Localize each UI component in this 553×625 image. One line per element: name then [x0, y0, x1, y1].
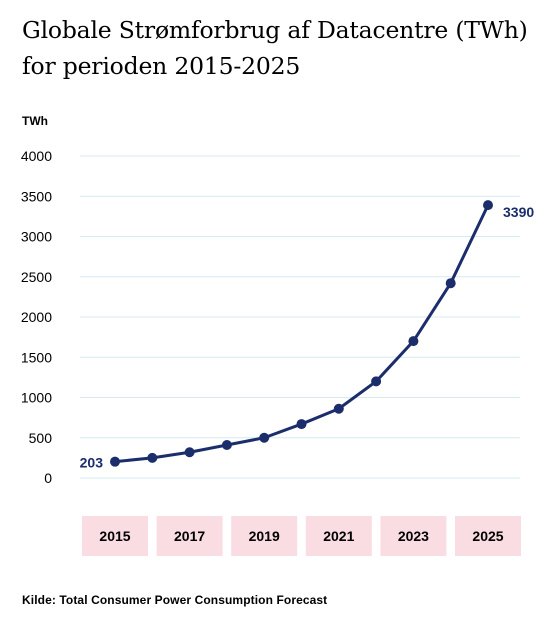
y-tick-label: 2000 — [21, 309, 52, 325]
x-tick-background — [380, 516, 447, 556]
x-tick-box: 2021 — [305, 516, 372, 556]
source-note: Kilde: Total Consumer Power Consumption … — [22, 593, 328, 607]
x-tick-box: 2025 — [455, 516, 521, 556]
data-label: 3390 — [503, 204, 534, 220]
x-axis-tick-labels: 2015 2017 2019 2021 2023 2025 — [82, 516, 521, 556]
x-tick-label: 2015 — [99, 528, 130, 544]
chart-title-line-1: Globale Strømforbrug af Datacentre (TWh) — [22, 16, 528, 44]
x-tick-background — [305, 516, 372, 556]
x-tick-background — [455, 516, 521, 556]
x-tick-background — [156, 516, 223, 556]
y-axis-tick-labels: 0 500 1000 1500 2000 2500 3000 3500 4000 — [21, 148, 52, 486]
x-tick-box: 2019 — [231, 516, 298, 556]
y-tick-label: 1500 — [21, 349, 52, 365]
grid-lines — [80, 155, 520, 479]
x-tick-background — [231, 516, 298, 556]
data-point — [259, 432, 270, 443]
line-chart: 0 500 1000 1500 2000 2500 3000 3500 4000 TWh 201… — [21, 114, 535, 556]
chart-title-line-2: for perioden 2015-2025 — [22, 52, 301, 80]
data-point — [184, 447, 195, 458]
y-axis-label: TWh — [22, 114, 48, 128]
x-tick-label: 2019 — [249, 528, 280, 544]
x-tick-label: 2025 — [472, 528, 503, 544]
x-tick-box: 2023 — [380, 516, 447, 556]
y-tick-label: 0 — [44, 470, 52, 486]
data-label: 203 — [80, 455, 104, 471]
y-tick-label: 3000 — [21, 229, 52, 245]
data-point — [147, 452, 158, 463]
y-tick-label: 2500 — [21, 269, 52, 285]
data-point — [296, 419, 307, 430]
y-tick-label: 500 — [29, 430, 53, 446]
data-point — [445, 278, 456, 289]
y-tick-label: 3500 — [21, 188, 52, 204]
x-tick-box: 2015 — [82, 516, 148, 556]
data-points — [110, 200, 493, 467]
data-point — [371, 376, 382, 387]
data-point — [110, 456, 120, 467]
data-point — [221, 439, 232, 450]
y-tick-label: 4000 — [21, 148, 52, 164]
data-point — [483, 200, 493, 211]
x-tick-background — [82, 516, 148, 556]
x-tick-label: 2023 — [398, 528, 429, 544]
x-tick-label: 2021 — [323, 528, 354, 544]
data-point — [333, 403, 344, 414]
data-point — [408, 336, 419, 347]
x-tick-box: 2017 — [156, 516, 223, 556]
chart-title: Globale Strømforbrug af Datacentre (TWh)… — [22, 12, 542, 84]
x-tick-label: 2017 — [174, 528, 205, 544]
data-labels: 203 3390 — [80, 204, 535, 471]
y-tick-label: 1000 — [21, 390, 52, 406]
